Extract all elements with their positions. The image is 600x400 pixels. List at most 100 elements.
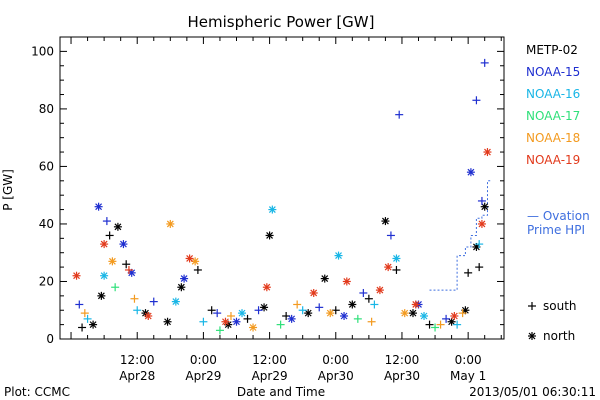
point-noaa-19-north [411,300,420,309]
point-noaa-15-north [466,168,475,177]
point-metp-02-north [89,320,98,329]
point-noaa-15-north [287,314,296,323]
point-metp-02-south [392,265,401,274]
legend-north-label: north [543,329,575,343]
point-noaa-16-south [475,240,484,249]
legend-noaa-19: NOAA-19 [526,153,580,167]
x-tick-label-time: 12:00 [385,353,420,367]
point-noaa-15-north [232,317,241,326]
x-tick-label-date: Apr29 [252,369,288,383]
point-noaa-16-north [334,251,343,260]
point-metp-02-south [464,268,473,277]
point-noaa-18-south [226,311,235,320]
plot-timestamp: 2013/05/01 06:30:11 [469,385,596,399]
point-noaa-18-south [367,317,376,326]
x-tick-label-time: 12:00 [120,353,155,367]
point-noaa-17-south [111,283,120,292]
point-noaa-15-south [395,110,404,119]
point-metp-02-north [113,222,122,231]
point-noaa-19-north [450,311,459,320]
chart-title: Hemispheric Power [GW] [188,13,375,31]
point-noaa-19-north [483,148,492,157]
point-metp-02-south [105,231,114,240]
legend-noaa-15: NOAA-15 [526,65,580,79]
point-noaa-15-south [386,231,395,240]
point-noaa-19-north [144,311,153,320]
y-axis-label: P [GW] [1,169,15,211]
y-tick-label: 60 [39,159,54,173]
point-metp-02-north [260,303,269,312]
point-noaa-18-south [130,294,139,303]
y-tick-label: 20 [39,274,54,288]
point-metp-02-south [425,320,434,329]
point-noaa-16-south [133,306,142,315]
axis-ticks: 0 20 40 60 80 100 12:00 Apr28 0:00 Apr29 12:00 Apr2… [31,36,504,383]
point-noaa-16-south [453,320,462,329]
point-noaa-18-south [458,309,467,318]
point-noaa-19-north [100,240,109,249]
point-metp-02-south [243,314,252,323]
point-noaa-17-south [431,323,440,332]
plot-credit: Plot: CCMC [4,385,70,399]
legend-noaa-16: NOAA-16 [526,87,580,101]
point-metp-02-south [122,260,131,269]
point-noaa-15-north [180,274,189,283]
point-noaa-16-north [420,311,429,320]
point-metp-02-north [304,309,313,318]
point-noaa-16-south [298,306,307,315]
point-metp-02-north [381,217,390,226]
point-metp-02-south [207,306,216,315]
point-noaa-15-south [102,217,111,226]
point-noaa-16-north [268,205,277,214]
point-metp-02-north [97,291,106,300]
legend-ovation-line2: Prime HPI [527,223,585,237]
plot-frame [59,36,505,340]
point-noaa-15-north [340,311,349,320]
point-noaa-15-south [75,300,84,309]
point-noaa-16-south [370,300,379,309]
point-noaa-15-south [149,297,158,306]
x-tick-label-time: 0:00 [190,353,217,367]
point-noaa-18-south [80,309,89,318]
point-metp-02-north [163,317,172,326]
legend-south-label: south [543,299,577,313]
point-noaa-15-south [480,58,489,67]
point-noaa-15-south [472,96,481,105]
point-metp-02-south [475,263,484,272]
point-noaa-18-north [108,257,117,266]
point-noaa-16-south [199,317,208,326]
point-noaa-19-north [477,219,486,228]
point-noaa-17-south [353,314,362,323]
legend-noaa-18: NOAA-18 [526,131,580,145]
point-noaa-15-south [254,306,263,315]
point-noaa-16-south [83,314,92,323]
point-noaa-15-north [94,202,103,211]
point-noaa-16-north [171,297,180,306]
point-noaa-15-south [477,196,486,205]
point-metp-02-north [265,231,274,240]
point-noaa-18-north [249,323,258,332]
y-tick-label: 0 [46,332,54,346]
point-metp-02-north [348,300,357,309]
x-tick-label-date: Apr29 [185,369,221,383]
point-noaa-15-south [213,309,222,318]
x-tick-label-date: Apr30 [318,369,354,383]
point-metp-02-north [177,283,186,292]
legend-metp-02: METP-02 [526,43,578,57]
x-tick-label-time: 12:00 [252,353,287,367]
point-noaa-15-north [119,240,128,249]
point-noaa-19-north [185,254,194,263]
legend-noaa-17: NOAA-17 [526,109,580,123]
x-tick-label-date: Apr28 [119,369,155,383]
point-metp-02-north [447,317,456,326]
legend-north-marker [528,332,536,340]
point-noaa-16-north [238,309,247,318]
legend-south-marker [528,302,536,310]
point-noaa-19-north [221,317,230,326]
point-noaa-18-south [436,320,445,329]
x-tick-label-date: Apr30 [384,369,420,383]
y-tick-label: 80 [39,102,54,116]
x-axis-label: Date and Time [237,385,325,399]
point-noaa-18-north [400,309,409,318]
